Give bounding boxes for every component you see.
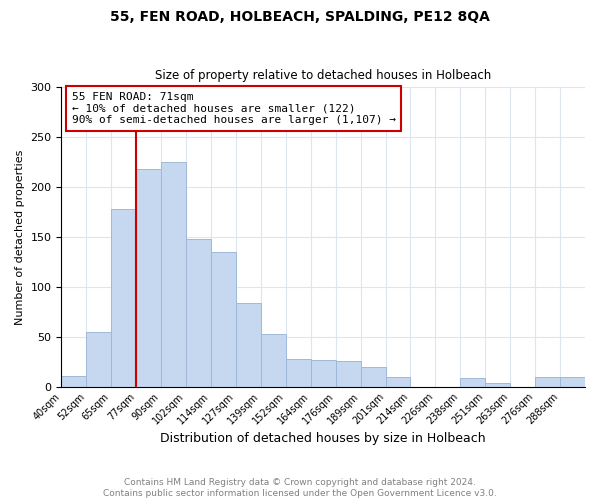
Text: 55, FEN ROAD, HOLBEACH, SPALDING, PE12 8QA: 55, FEN ROAD, HOLBEACH, SPALDING, PE12 8…: [110, 10, 490, 24]
X-axis label: Distribution of detached houses by size in Holbeach: Distribution of detached houses by size …: [160, 432, 486, 445]
Bar: [335, 360, 361, 386]
Bar: [535, 376, 560, 386]
Bar: [236, 303, 261, 386]
Bar: [61, 376, 86, 386]
Bar: [136, 169, 161, 386]
Text: Contains HM Land Registry data © Crown copyright and database right 2024.
Contai: Contains HM Land Registry data © Crown c…: [103, 478, 497, 498]
Bar: [261, 334, 286, 386]
Bar: [560, 376, 585, 386]
Bar: [86, 332, 111, 386]
Title: Size of property relative to detached houses in Holbeach: Size of property relative to detached ho…: [155, 69, 491, 82]
Bar: [460, 378, 485, 386]
Bar: [311, 360, 335, 386]
Bar: [286, 358, 311, 386]
Bar: [485, 382, 510, 386]
Bar: [361, 366, 386, 386]
Bar: [111, 209, 136, 386]
Y-axis label: Number of detached properties: Number of detached properties: [15, 150, 25, 324]
Text: 55 FEN ROAD: 71sqm
← 10% of detached houses are smaller (122)
90% of semi-detach: 55 FEN ROAD: 71sqm ← 10% of detached hou…: [72, 92, 396, 125]
Bar: [211, 252, 236, 386]
Bar: [386, 376, 410, 386]
Bar: [161, 162, 186, 386]
Bar: [186, 239, 211, 386]
